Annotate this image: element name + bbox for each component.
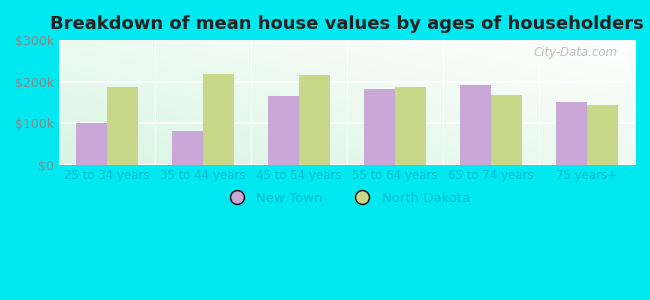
Bar [587, 105, 618, 165]
Bar [299, 75, 330, 165]
Legend: New Town, North Dakota: New Town, North Dakota [218, 187, 476, 210]
Bar [107, 87, 138, 165]
Bar [172, 131, 203, 165]
Text: City-Data.com: City-Data.com [534, 46, 618, 59]
Bar [203, 74, 234, 165]
Bar [556, 101, 587, 165]
Title: Breakdown of mean house values by ages of householders: Breakdown of mean house values by ages o… [50, 15, 644, 33]
Bar [491, 95, 522, 165]
Bar [76, 123, 107, 165]
Bar [395, 87, 426, 165]
Bar [460, 85, 491, 165]
Bar [364, 89, 395, 165]
Bar [268, 96, 299, 165]
